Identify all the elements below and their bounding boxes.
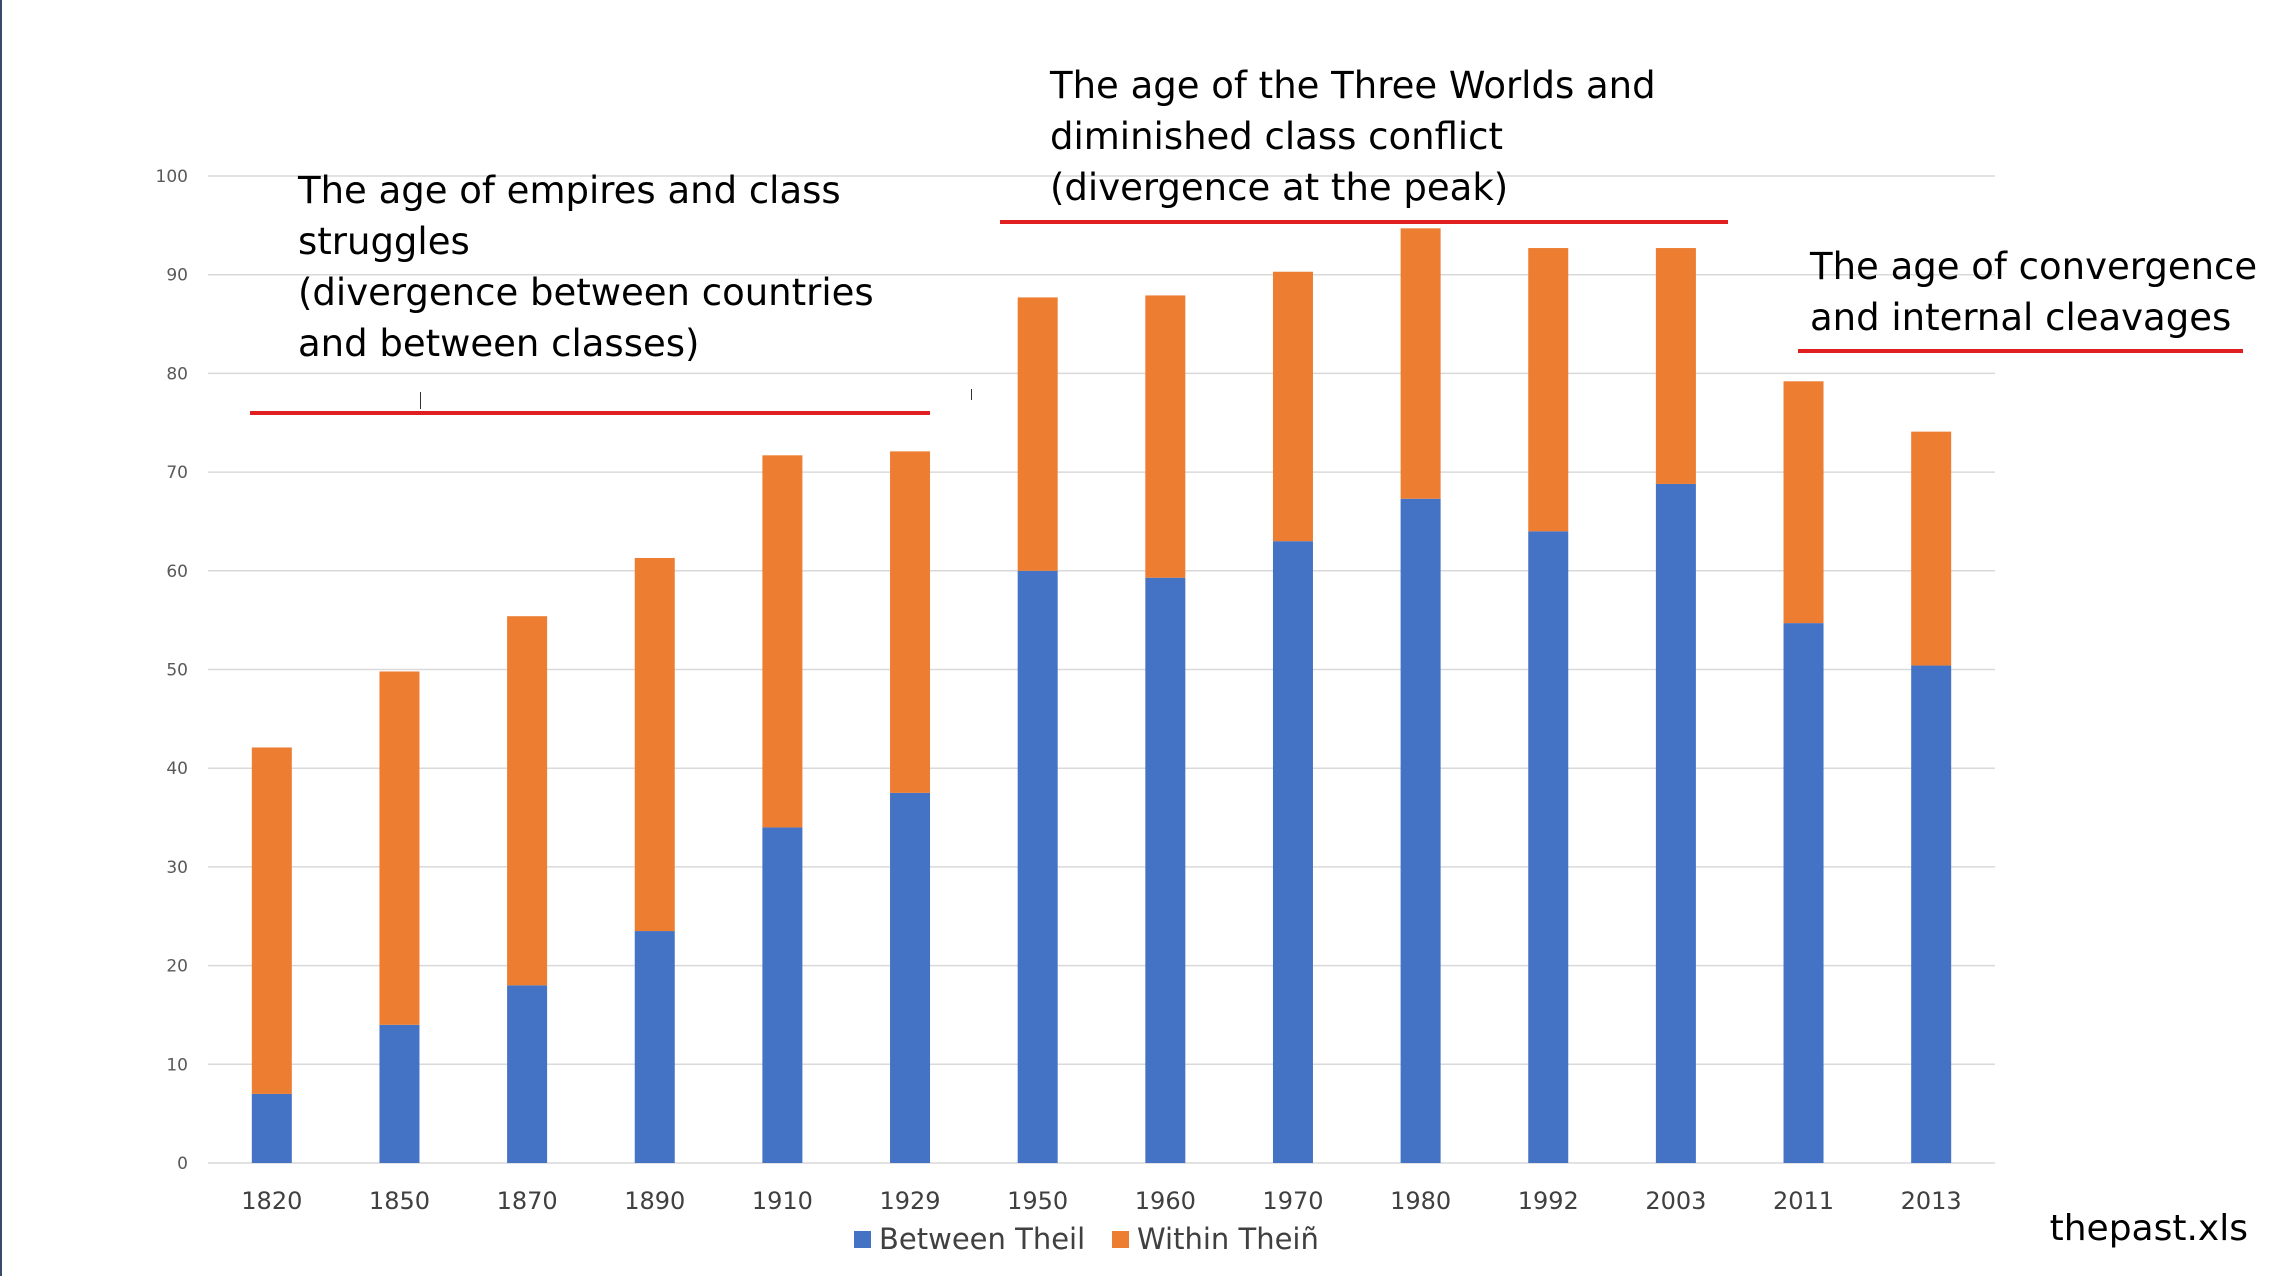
x-tick-label: 1820 <box>241 1187 302 1215</box>
x-tick-label: 1980 <box>1390 1187 1451 1215</box>
bar-within-2011 <box>1783 381 1824 624</box>
bar-between-1890 <box>634 931 675 1163</box>
x-tick-label: 1970 <box>1262 1187 1323 1215</box>
annotation-three-worlds-line-2: diminished class conflict <box>1050 115 1504 158</box>
y-tick-label: 60 <box>166 562 188 582</box>
bar-between-1950 <box>1017 570 1058 1163</box>
y-tick-label: 20 <box>166 957 188 977</box>
annotation-empires-line-3: (divergence between countries <box>298 271 874 314</box>
annotation-empires-line-4: and between classes) <box>298 322 700 365</box>
x-tick-label: 2013 <box>1901 1187 1962 1215</box>
y-axis-ticks: 0 10 20 30 40 50 60 70 80 90 100 <box>156 167 188 1174</box>
bar-between-1992 <box>1528 531 1569 1163</box>
y-tick-label: 0 <box>177 1154 188 1174</box>
bar-between-1910 <box>762 827 803 1163</box>
legend-label: Between Theil <box>879 1222 1085 1256</box>
y-tick-label: 40 <box>166 759 188 779</box>
x-tick-label: 1950 <box>1007 1187 1068 1215</box>
bar-within-1910 <box>762 455 803 828</box>
annotation-empires: The age of empires and class struggles (… <box>298 165 874 369</box>
annotation-line-convergence <box>1798 349 2243 353</box>
bar-between-1960 <box>1145 577 1186 1163</box>
annotation-convergence-line-2: and internal cleavages <box>1810 296 2232 339</box>
annotation-three-worlds: The age of the Three Worlds and diminish… <box>1050 60 1656 213</box>
gridlines <box>208 175 1995 1164</box>
legend: Between Theil Within Theiñ <box>854 1222 1319 1256</box>
y-tick-label: 70 <box>166 463 188 483</box>
bar-within-1850 <box>379 671 420 1025</box>
annotation-line-empires <box>250 411 930 415</box>
x-tick-label: 2011 <box>1773 1187 1834 1215</box>
bar-within-1929 <box>890 451 931 793</box>
bar-within-1980 <box>1400 228 1441 499</box>
legend-swatch <box>854 1231 871 1248</box>
bar-within-2013 <box>1911 431 1952 666</box>
slide-left-border <box>0 0 2 1276</box>
bar-between-1970 <box>1272 541 1313 1163</box>
annotation-convergence: The age of convergence and internal clea… <box>1810 241 2257 343</box>
bar-within-1970 <box>1272 271 1313 542</box>
annotation-three-worlds-line-3: (divergence at the peak) <box>1050 166 1509 209</box>
y-tick-label: 100 <box>156 167 188 187</box>
source-watermark: thepast.xls <box>2049 1208 2248 1249</box>
y-tick-label: 80 <box>166 364 188 384</box>
bar-within-1960 <box>1145 295 1186 578</box>
x-tick-label: 1870 <box>497 1187 558 1215</box>
bar-between-2011 <box>1783 623 1824 1163</box>
bar-within-1950 <box>1017 297 1058 571</box>
x-tick-label: 1850 <box>369 1187 430 1215</box>
bar-within-1890 <box>634 557 675 932</box>
y-tick-label: 50 <box>166 661 188 681</box>
bar-within-1820 <box>251 747 292 1094</box>
annotation-convergence-line-1: The age of convergence <box>1810 245 2258 288</box>
stray-tick-mark <box>420 392 421 409</box>
bar-between-2003 <box>1655 483 1696 1164</box>
legend-label: Within Theiñ <box>1137 1222 1319 1256</box>
bar-between-1850 <box>379 1024 420 1163</box>
bars <box>251 228 1952 1164</box>
bar-within-1870 <box>507 616 548 986</box>
y-tick-label: 30 <box>166 858 188 878</box>
x-tick-label: 1910 <box>752 1187 813 1215</box>
legend-swatch <box>1112 1231 1129 1248</box>
y-tick-label: 10 <box>166 1055 188 1075</box>
bar-within-1992 <box>1528 248 1569 532</box>
annotation-line-three-worlds <box>1000 220 1728 224</box>
annotation-empires-line-2: struggles <box>298 220 470 263</box>
bar-between-1820 <box>251 1093 292 1163</box>
annotation-three-worlds-line-1: The age of the Three Worlds and <box>1050 64 1656 107</box>
x-tick-label: 1960 <box>1135 1187 1196 1215</box>
bar-between-1980 <box>1400 498 1441 1163</box>
x-tick-label: 1929 <box>879 1187 940 1215</box>
x-tick-label: 1992 <box>1518 1187 1579 1215</box>
bar-between-1929 <box>890 792 931 1163</box>
bar-within-2003 <box>1655 248 1696 484</box>
y-tick-label: 90 <box>166 266 188 286</box>
bar-between-2013 <box>1911 665 1952 1163</box>
bar-between-1870 <box>507 985 548 1163</box>
x-axis-ticks: 1820 1850 1870 1890 1910 1929 1950 1960 1970 1980… <box>241 1187 1961 1215</box>
annotation-empires-line-1: The age of empires and class <box>298 169 841 212</box>
x-tick-label: 2003 <box>1645 1187 1706 1215</box>
x-tick-label: 1890 <box>624 1187 685 1215</box>
stray-tick-mark <box>971 389 972 400</box>
